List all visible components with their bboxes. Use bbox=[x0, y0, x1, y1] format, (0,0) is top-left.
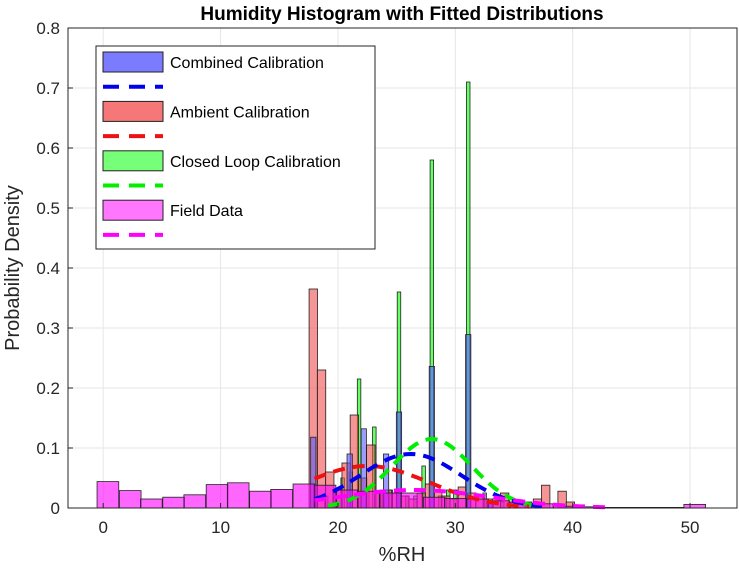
histogram-bar bbox=[226, 482, 250, 509]
chart-title: Humidity Histogram with Fitted Distribut… bbox=[200, 4, 603, 25]
x-axis-label: %RH bbox=[379, 544, 426, 566]
y-tick-label: 0.6 bbox=[36, 139, 60, 158]
histogram-bar bbox=[96, 481, 120, 509]
x-tick-label: 10 bbox=[211, 518, 230, 537]
y-axis-label: Probability Density bbox=[2, 185, 24, 351]
y-tick-label: 0.2 bbox=[36, 379, 60, 398]
legend-patch bbox=[102, 150, 164, 172]
fitted-curves bbox=[313, 436, 613, 510]
histogram-bar bbox=[118, 490, 142, 509]
legend-label: Closed Loop Calibration bbox=[170, 154, 341, 171]
y-tick-label: 0.1 bbox=[36, 439, 60, 458]
y-tick-label: 0 bbox=[51, 499, 60, 518]
histogram-bars bbox=[96, 81, 707, 509]
series-bars-3 bbox=[96, 481, 707, 509]
histogram-bar bbox=[683, 503, 707, 509]
legend-label: Combined Calibration bbox=[170, 55, 324, 72]
legend-label: Field Data bbox=[170, 203, 243, 220]
fit-curve-1 bbox=[313, 464, 530, 509]
histogram-bar bbox=[249, 490, 272, 509]
x-tick-label: 40 bbox=[563, 518, 582, 537]
y-tick-label: 0.3 bbox=[36, 319, 60, 338]
x-tick-labels: 0 10 20 30 40 50 bbox=[98, 503, 700, 537]
legend-patch bbox=[102, 51, 164, 73]
legend-patch bbox=[102, 100, 164, 122]
legend-patch bbox=[102, 199, 164, 221]
x-tick-label: 30 bbox=[446, 518, 465, 537]
fit-curve-0 bbox=[327, 436, 536, 508]
histogram-bar bbox=[422, 496, 446, 509]
y-tick-label: 0.8 bbox=[36, 19, 60, 38]
y-tick-label: 0.4 bbox=[36, 259, 60, 278]
histogram-bar bbox=[465, 334, 472, 509]
legend-label: Ambient Calibration bbox=[170, 104, 310, 121]
fit-curve-3 bbox=[314, 488, 613, 510]
histogram-bar bbox=[379, 492, 403, 509]
histogram-bar bbox=[183, 494, 207, 509]
histogram-bar bbox=[292, 483, 316, 509]
x-tick-label: 0 bbox=[98, 518, 107, 537]
y-tick-label: 0.7 bbox=[36, 79, 60, 98]
histogram-bar bbox=[205, 484, 229, 509]
y-tick-label: 0.5 bbox=[36, 199, 60, 218]
histogram-bar bbox=[270, 488, 293, 509]
x-tick-label: 50 bbox=[681, 518, 700, 537]
histogram-bar bbox=[140, 498, 163, 509]
x-tick-label: 20 bbox=[328, 518, 347, 537]
histogram-bar bbox=[400, 492, 424, 509]
y-tick-labels: 0 0.1 0.2 0.3 0.4 0.5 0.6 0.7 0.8 bbox=[36, 19, 73, 518]
histogram-bar bbox=[162, 496, 185, 509]
legend: Combined Calibration Ambient Calibration C… bbox=[95, 45, 376, 250]
